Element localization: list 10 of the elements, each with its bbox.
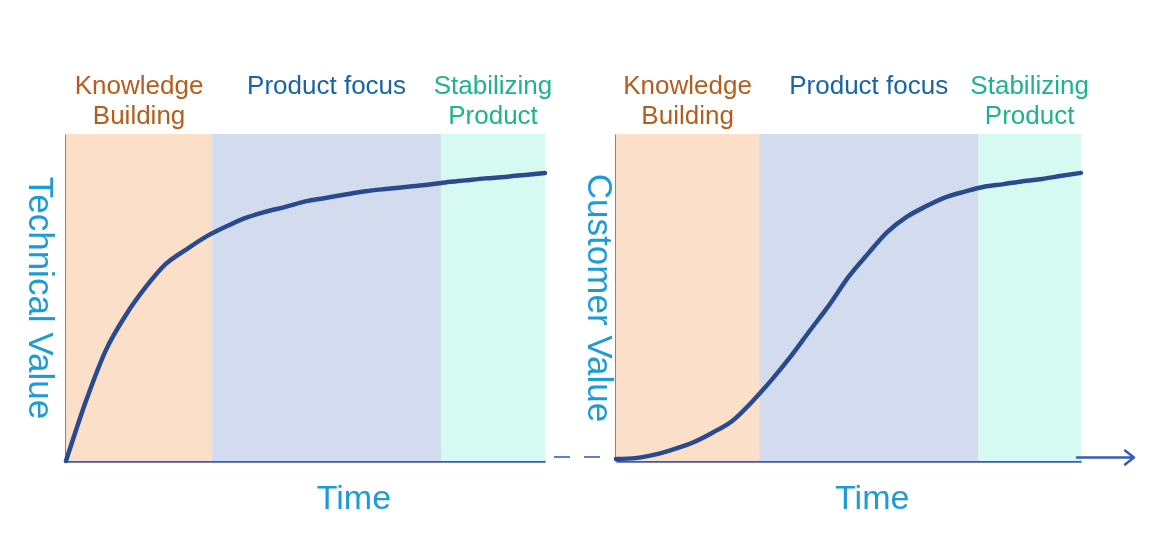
text: Knowledge Building	[623, 70, 752, 130]
text: Stabilizing Product	[433, 70, 553, 130]
text: Product focus	[247, 70, 407, 100]
y-axis-title: Technical Value	[21, 176, 61, 420]
text: Product focus	[789, 70, 949, 100]
x-axis-title: Time	[835, 477, 910, 516]
text: Stabilizing Product	[970, 70, 1089, 130]
y-axis-title: Customer Value	[580, 173, 620, 423]
x-axis-title: Time	[316, 477, 392, 516]
text: Knowledge Building	[74, 70, 204, 130]
